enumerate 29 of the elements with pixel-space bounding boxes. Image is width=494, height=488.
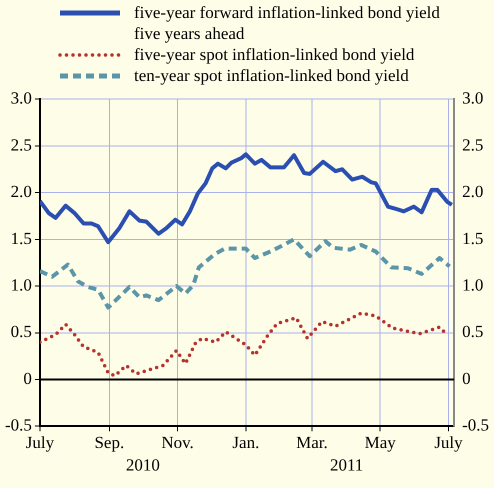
y2-tick-label: 2.0 [462,182,484,202]
x2-tick-label: 2010 [126,455,160,474]
y2-tick-label: 0.5 [462,322,484,342]
y-tick-label: 1.5 [10,228,32,248]
x-tick-label: Sep. [94,432,124,452]
y-tick-label: -0.5 [4,416,32,435]
y-tick-label: 0.5 [10,322,32,342]
y-tick-label: 2.0 [10,182,32,202]
x2-tick-label: 2011 [330,455,364,474]
y2-tick-label: 2.5 [462,135,484,154]
y-tick-label: 2.5 [10,135,32,154]
y-tick-label: 1.0 [10,276,32,295]
x-tick-label: May [364,432,396,452]
x-tick-label: Mar. [296,432,328,452]
y-tick-label: 0 [23,368,32,388]
line-series [40,311,447,378]
line-series [40,237,452,310]
y2-tick-label: 1.5 [462,228,484,248]
x-tick-label: Nov. [161,432,194,452]
y-tick-label: 3.0 [10,88,32,108]
y2-tick-label: -0.5 [462,416,490,435]
y2-tick-label: 3.0 [462,88,484,108]
legend-label: five-year spot inflation-linked bond yield [134,44,414,65]
y2-tick-label: 0 [462,368,471,388]
x-tick-label: Jan. [232,432,260,452]
x-tick-label: July [434,432,464,452]
legend-label: ten-year spot inflation-linked bond yield [134,65,409,86]
y2-tick-label: 1.0 [462,276,484,295]
x-tick-label: July [26,432,55,452]
